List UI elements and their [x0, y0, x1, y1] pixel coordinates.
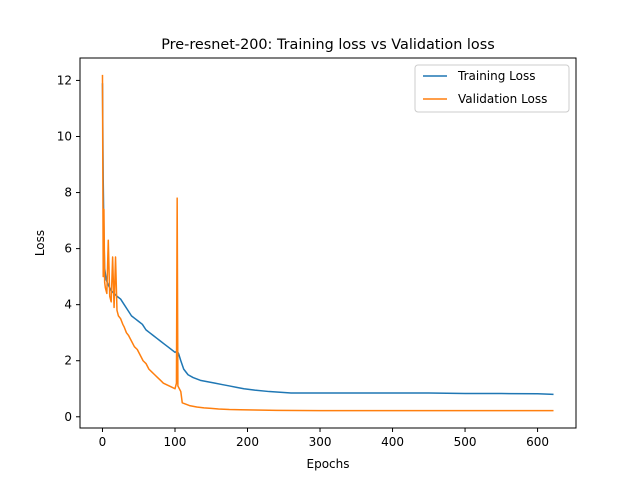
- x-tick-label: 200: [236, 435, 259, 449]
- y-tick-label: 6: [64, 242, 72, 256]
- lines-layer: [101, 74, 554, 412]
- legend-label-training: Training Loss: [457, 69, 535, 83]
- x-tick-label: 600: [526, 435, 549, 449]
- y-axis-label: Loss: [33, 230, 47, 256]
- x-tick-label: 0: [99, 435, 107, 449]
- plot-area: [79, 57, 577, 429]
- x-tick-label: 400: [381, 435, 404, 449]
- x-tick-label: 500: [454, 435, 477, 449]
- y-ticks: 0 2 4 6 8 10 12: [57, 73, 80, 424]
- y-tick-label: 4: [64, 298, 72, 312]
- y-tick-label: 8: [64, 186, 72, 200]
- x-axis-label: Epochs: [307, 457, 350, 471]
- chart-title: Pre-resnet-200: Training loss vs Validat…: [161, 37, 494, 53]
- axes-frame: [79, 57, 577, 429]
- x-tick-label: 100: [164, 435, 187, 449]
- y-tick-label: 0: [64, 410, 72, 424]
- y-tick-label: 2: [64, 354, 72, 368]
- y-tick-label: 12: [57, 73, 72, 87]
- legend-box: [414, 64, 570, 113]
- legend: Training Loss Validation Loss: [414, 64, 570, 113]
- x-tick-label: 300: [309, 435, 332, 449]
- legend-label-validation: Validation Loss: [458, 92, 547, 106]
- y-tick-label: 10: [57, 129, 72, 143]
- x-ticks: 0 100 200 300 400 500 600: [99, 428, 549, 449]
- series-line-validation-loss: [101, 74, 554, 412]
